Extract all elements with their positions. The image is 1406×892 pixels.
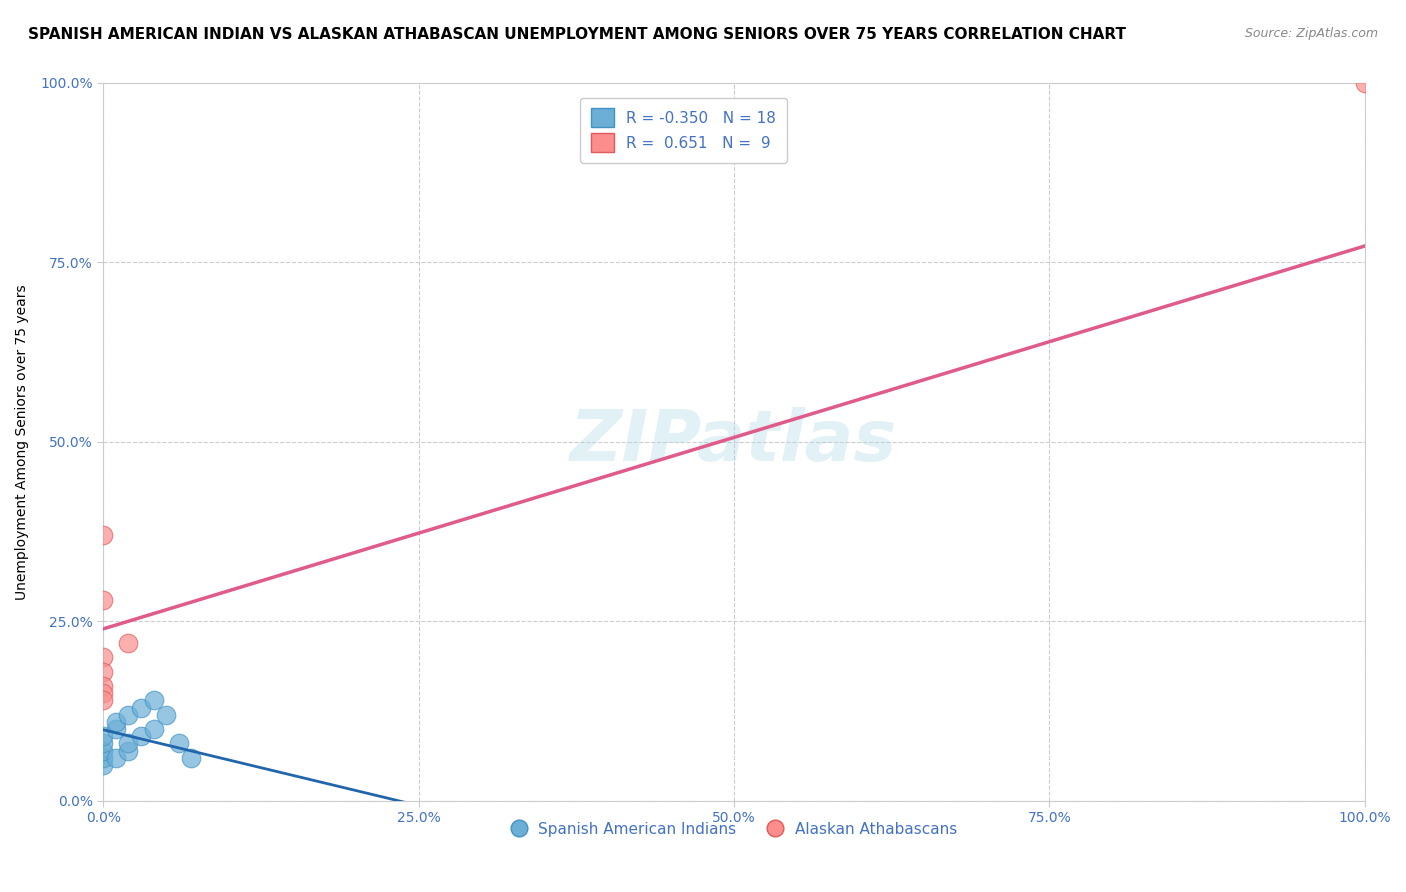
Point	[91, 528, 114, 542]
Point	[91, 693, 114, 707]
Point	[91, 686, 114, 700]
Text: SPANISH AMERICAN INDIAN VS ALASKAN ATHABASCAN UNEMPLOYMENT AMONG SENIORS OVER 75: SPANISH AMERICAN INDIAN VS ALASKAN ATHAB…	[28, 27, 1126, 42]
Point	[155, 707, 177, 722]
Point	[91, 736, 114, 750]
Point	[117, 744, 139, 758]
Point	[104, 722, 127, 736]
Point	[142, 722, 165, 736]
Point	[142, 693, 165, 707]
Point	[180, 751, 202, 765]
Point	[91, 679, 114, 693]
Point	[91, 665, 114, 679]
Point	[91, 744, 114, 758]
Point	[117, 736, 139, 750]
Point	[91, 729, 114, 743]
Point	[129, 729, 152, 743]
Point	[1354, 76, 1376, 90]
Point	[91, 751, 114, 765]
Point	[167, 736, 190, 750]
Point	[104, 714, 127, 729]
Point	[104, 751, 127, 765]
Y-axis label: Unemployment Among Seniors over 75 years: Unemployment Among Seniors over 75 years	[15, 284, 30, 599]
Point	[129, 700, 152, 714]
Text: Source: ZipAtlas.com: Source: ZipAtlas.com	[1244, 27, 1378, 40]
Text: ZIPatlas: ZIPatlas	[571, 408, 897, 476]
Legend: Spanish American Indians, Alaskan Athabascans: Spanish American Indians, Alaskan Athaba…	[505, 816, 963, 844]
Point	[117, 707, 139, 722]
Point	[91, 650, 114, 665]
Point	[91, 758, 114, 772]
Point	[91, 592, 114, 607]
Point	[117, 636, 139, 650]
